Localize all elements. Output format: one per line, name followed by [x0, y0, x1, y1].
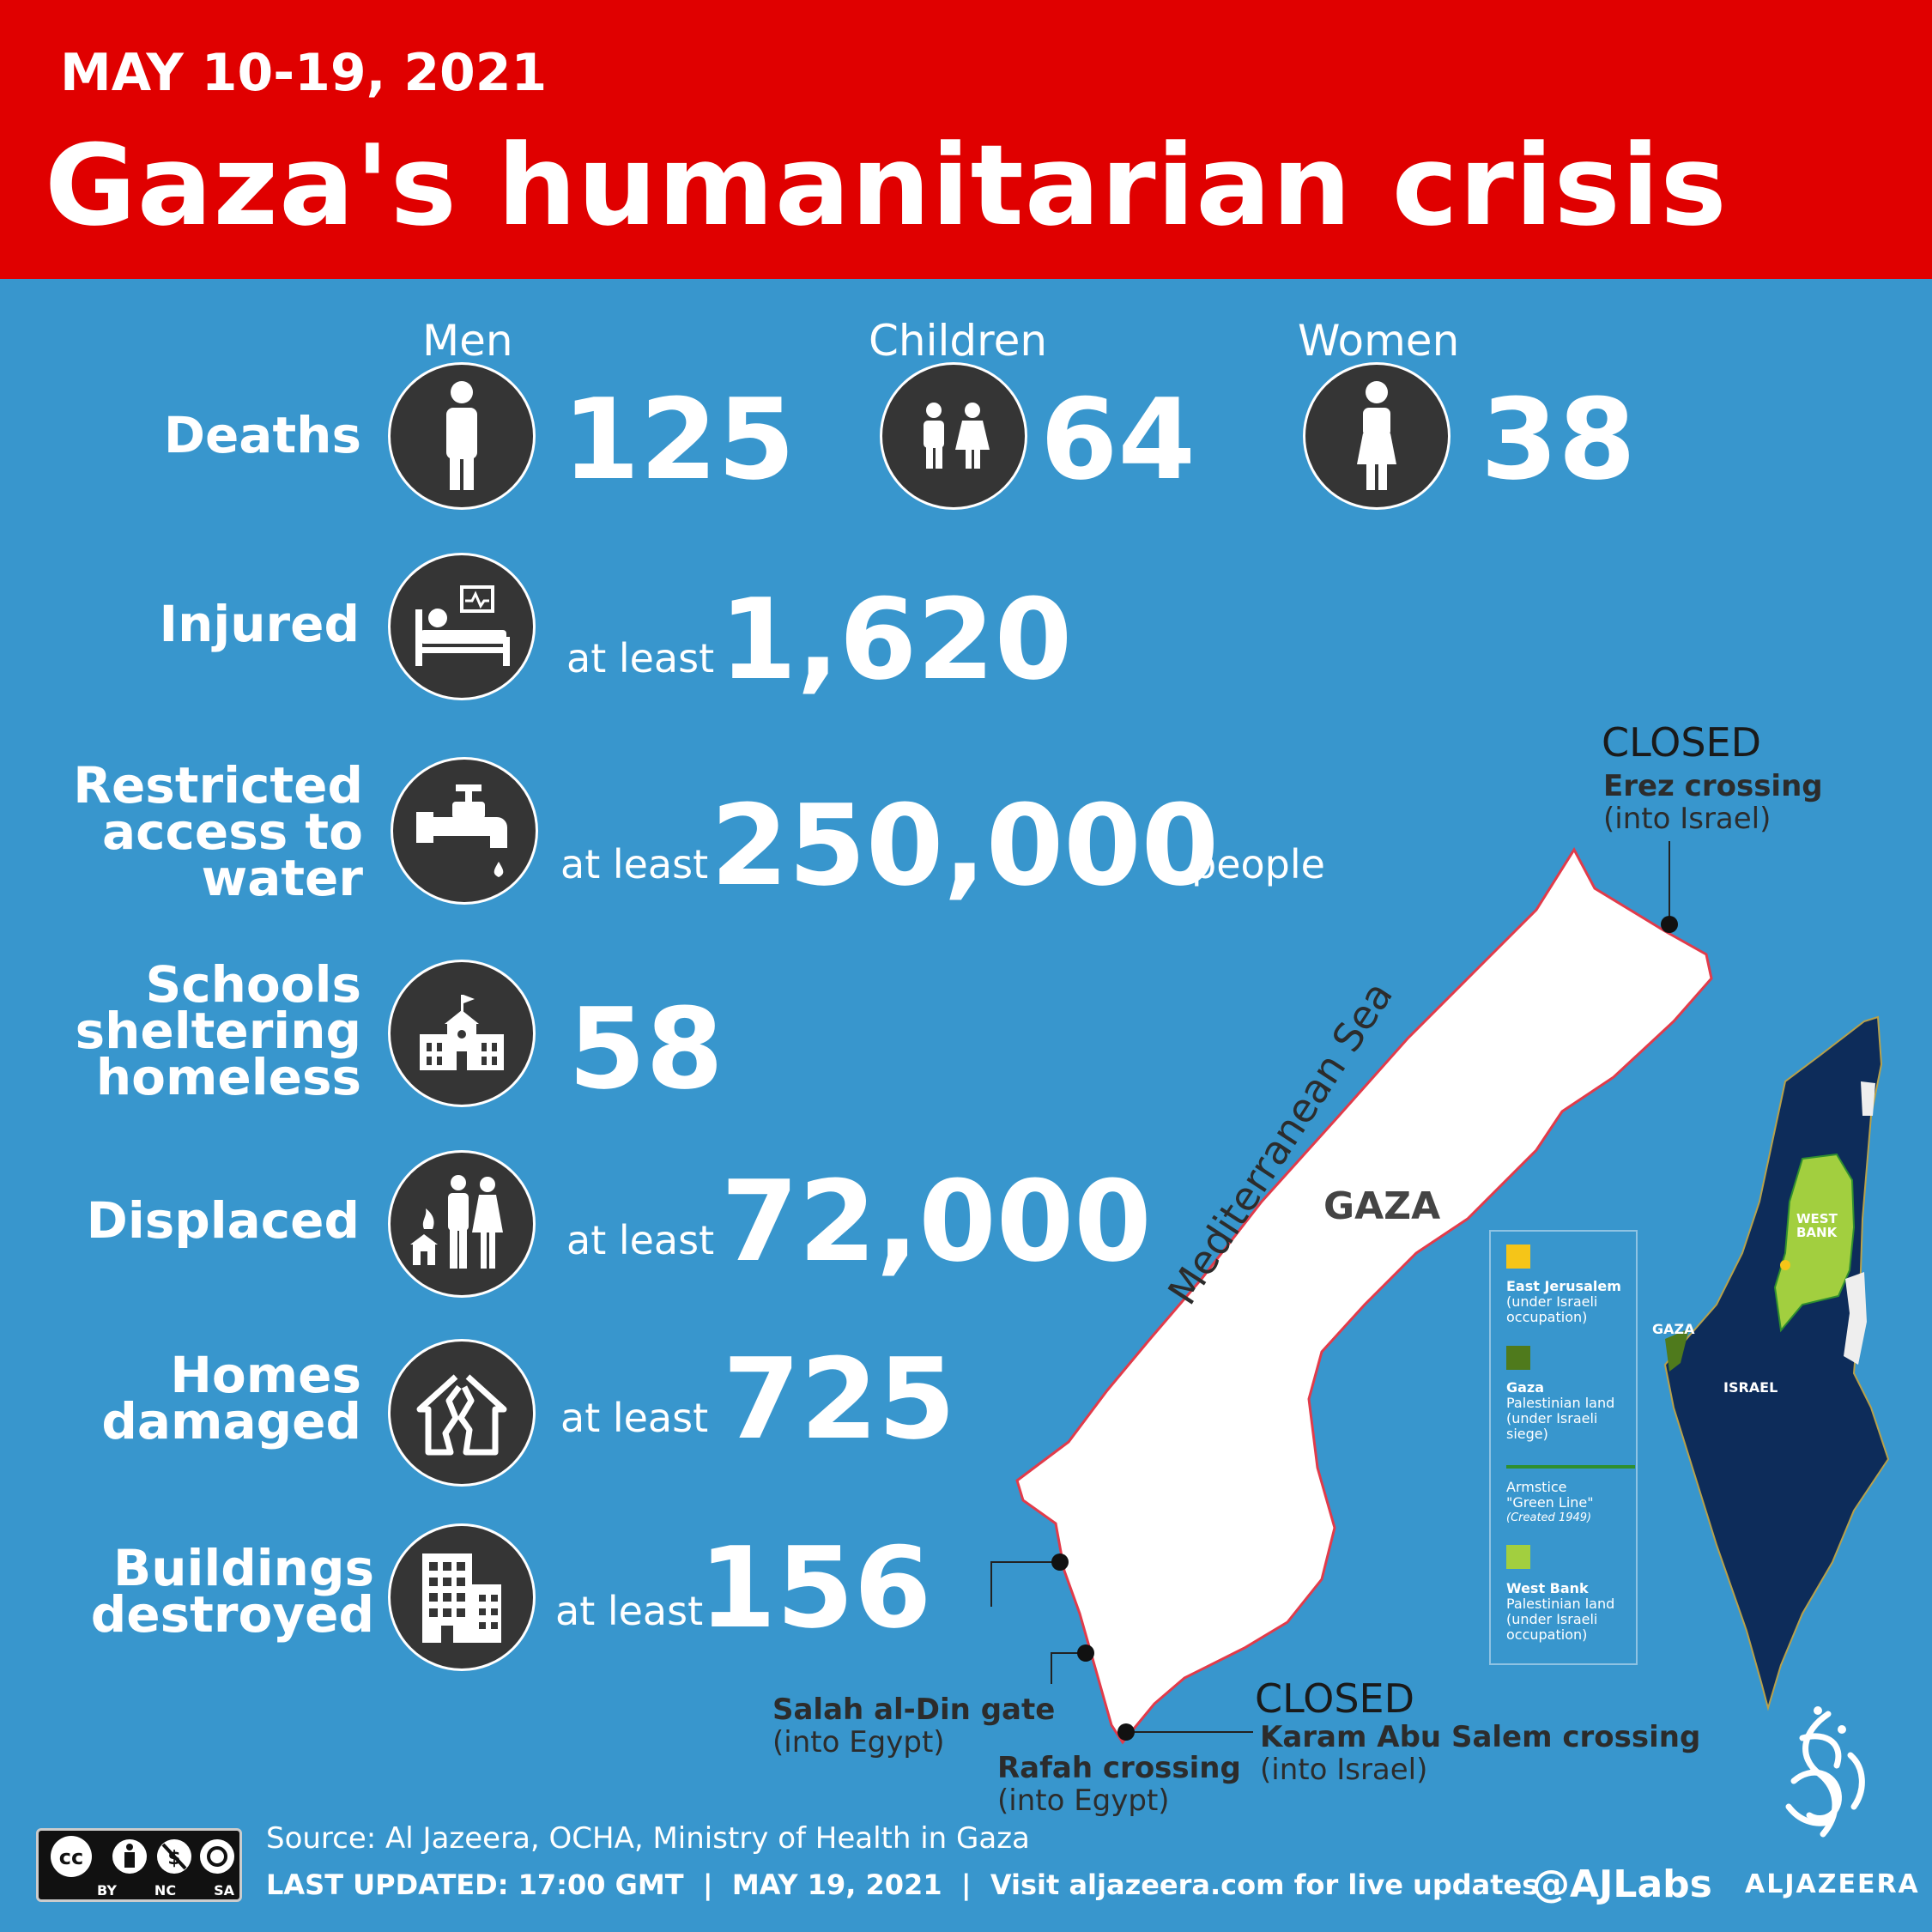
- children-heading: Children: [869, 316, 1048, 366]
- date-range: MAY 10-19, 2021: [60, 43, 548, 103]
- cc-license-badge: cc $ BY NC SA: [36, 1828, 242, 1902]
- water-label: Restricted access to water: [73, 756, 363, 907]
- svg-text:cc: cc: [59, 1845, 83, 1869]
- legend-line: siege): [1506, 1426, 1548, 1442]
- school-icon: [388, 960, 536, 1107]
- children-icon: [880, 362, 1027, 510]
- deaths-label: Deaths: [163, 406, 361, 464]
- map-legend: [1489, 1230, 1638, 1665]
- legend-line: Palestinian land: [1506, 1395, 1615, 1411]
- aljazeera-wordmark: ALJAZEERA: [1745, 1869, 1920, 1899]
- men-deaths-value: 125: [562, 374, 796, 505]
- buildings-label: Buildings destroyed: [90, 1539, 374, 1644]
- israel-inset-label: ISRAEL: [1723, 1379, 1778, 1396]
- water-qualifier: at least: [560, 841, 709, 887]
- erez-status: CLOSED: [1602, 719, 1761, 766]
- legend-title: West Bank: [1506, 1580, 1589, 1596]
- updated-text: LAST UPDATED: 17:00 GMT | MAY 19, 2021 |…: [266, 1868, 1539, 1901]
- legend-line: (under Israeli: [1506, 1410, 1598, 1426]
- buildings-label-line: Buildings: [113, 1539, 374, 1597]
- buildings-value: 156: [699, 1523, 932, 1653]
- rafah-name: Rafah crossing: [997, 1751, 1241, 1785]
- hospital-bed-icon: [388, 553, 536, 700]
- gaza-inset: [1665, 1329, 1689, 1372]
- displaced-label: Displaced: [86, 1191, 360, 1250]
- cc-nc-label: NC: [154, 1882, 177, 1899]
- legend-east-jerusalem: East Jerusalem (under Israeli occupation…: [1506, 1279, 1621, 1325]
- homes-label-line: Homes: [170, 1346, 361, 1404]
- east-jerusalem-marker: [1780, 1260, 1790, 1270]
- west-bank-label-line: BANK: [1796, 1225, 1838, 1240]
- water-tap-icon: [391, 757, 538, 905]
- displaced-value: 72,000: [721, 1156, 1152, 1287]
- karam-note: (into Israel): [1260, 1753, 1428, 1787]
- woman-icon: [1303, 362, 1451, 510]
- ajlabs-handle: @AJLabs: [1532, 1862, 1712, 1906]
- buildings-label-line: destroyed: [90, 1585, 374, 1644]
- west-bank-inset-label: WEST BANK: [1796, 1212, 1838, 1239]
- building-icon: [388, 1523, 536, 1671]
- women-heading: Women: [1298, 316, 1460, 366]
- legend-line: occupation): [1506, 1626, 1588, 1643]
- man-icon: [388, 362, 536, 510]
- gaza-swatch: [1506, 1346, 1530, 1370]
- legend-west-bank: West Bank Palestinian land (under Israel…: [1506, 1581, 1614, 1643]
- schools-label: Schools sheltering homeless: [75, 955, 361, 1106]
- schools-label-line: Schools: [145, 955, 361, 1014]
- salah-name: Salah al-Din gate: [772, 1693, 1056, 1727]
- legend-line: (under Israeli: [1506, 1293, 1598, 1310]
- water-label-line: Restricted: [73, 756, 363, 815]
- gaza-inset-label: GAZA: [1652, 1321, 1695, 1337]
- aljazeera-logo-icon: [1785, 1706, 1865, 1838]
- legend-title: Gaza: [1506, 1379, 1545, 1396]
- page-title: Gaza's humanitarian crisis: [45, 120, 1728, 251]
- cc-sa-label: SA: [214, 1882, 234, 1899]
- west-bank-label-line: WEST: [1796, 1211, 1838, 1226]
- legend-title: East Jerusalem: [1506, 1278, 1621, 1294]
- children-deaths-value: 64: [1040, 374, 1196, 505]
- west-bank-inset: [1773, 1153, 1856, 1333]
- schools-value: 58: [568, 984, 724, 1114]
- water-label-line: water: [201, 849, 363, 907]
- karam-name: Karam Abu Salem crossing: [1260, 1720, 1701, 1754]
- east-jerusalem-swatch: [1506, 1245, 1530, 1269]
- legend-gaza: Gaza Palestinian land (under Israeli sie…: [1506, 1380, 1614, 1442]
- legend-green-line: Armstice "Green Line" (Created 1949): [1506, 1480, 1594, 1526]
- cc-by-label: BY: [97, 1882, 117, 1899]
- source-text: Source: Al Jazeera, OCHA, Ministry of He…: [266, 1821, 1030, 1856]
- water-unit: people: [1191, 841, 1325, 887]
- schools-label-line: homeless: [95, 1048, 361, 1106]
- erez-note: (into Israel): [1603, 802, 1772, 836]
- rafah-note: (into Egypt): [997, 1784, 1170, 1818]
- displaced-family-icon: [388, 1150, 536, 1298]
- legend-line: occupation): [1506, 1309, 1588, 1325]
- legend-line: Palestinian land: [1506, 1596, 1615, 1612]
- erez-name: Erez crossing: [1603, 769, 1823, 803]
- legend-line: "Green Line": [1506, 1494, 1594, 1511]
- women-deaths-value: 38: [1481, 374, 1636, 505]
- homes-qualifier: at least: [560, 1395, 709, 1441]
- header-banner: MAY 10-19, 2021 Gaza's humanitarian cris…: [0, 0, 1932, 279]
- gaza-map-label: GAZA: [1323, 1184, 1441, 1228]
- karam-status: CLOSED: [1255, 1675, 1414, 1722]
- schools-label-line: sheltering: [75, 1002, 361, 1060]
- legend-title: Armstice: [1506, 1479, 1567, 1495]
- legend-note: (Created 1949): [1506, 1511, 1592, 1524]
- injured-value: 1,620: [719, 574, 1073, 705]
- buildings-qualifier: at least: [555, 1588, 704, 1634]
- injured-qualifier: at least: [566, 635, 715, 681]
- water-label-line: access to: [101, 802, 363, 861]
- homes-value: 725: [723, 1334, 956, 1464]
- injured-label: Injured: [159, 595, 360, 653]
- men-heading: Men: [422, 316, 513, 366]
- displaced-qualifier: at least: [566, 1217, 715, 1263]
- damaged-house-icon: [388, 1339, 536, 1487]
- legend-line: (under Israeli: [1506, 1611, 1598, 1627]
- west-bank-swatch: [1506, 1545, 1530, 1569]
- salah-note: (into Egypt): [772, 1725, 945, 1759]
- homes-label-line: damaged: [101, 1392, 361, 1451]
- homes-label: Homes damaged: [101, 1346, 361, 1451]
- water-value: 250,000: [711, 780, 1220, 911]
